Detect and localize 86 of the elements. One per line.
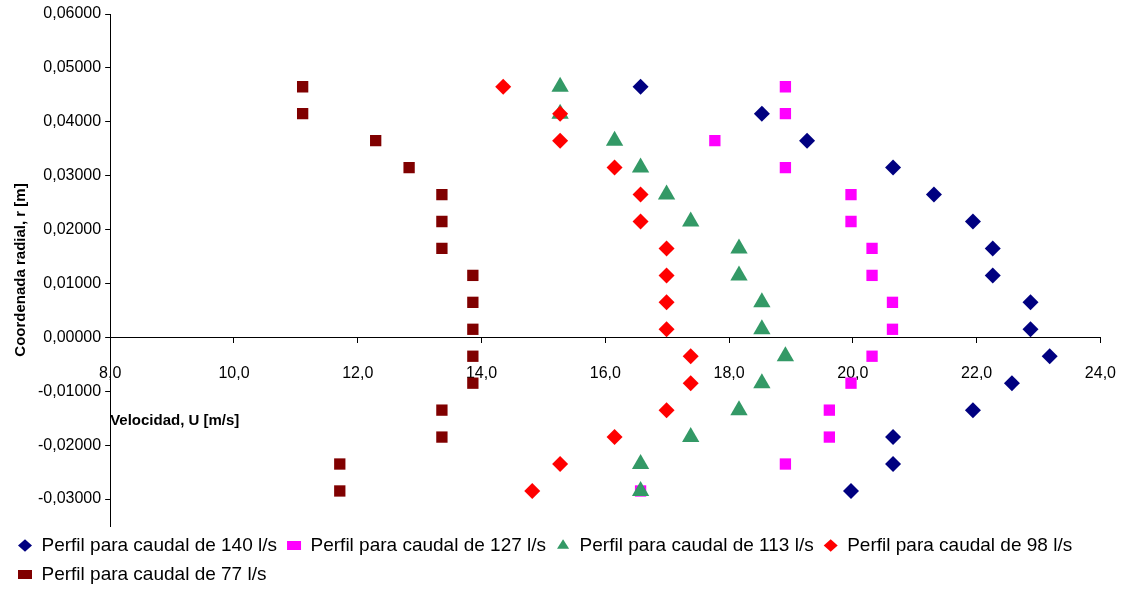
y-tick-label: 0,01000 [43, 273, 102, 291]
point [632, 78, 649, 95]
y-tick-label: 0,00000 [43, 327, 102, 345]
point [779, 458, 792, 470]
y-axis-title: Coordenada radial, r [m] [11, 183, 29, 357]
point [658, 402, 675, 419]
point [845, 188, 857, 201]
y-tick-label: 0,03000 [43, 166, 102, 184]
point [1003, 375, 1020, 392]
x-tick-label: 20,0 [837, 364, 869, 382]
point [1041, 348, 1058, 365]
point [334, 458, 346, 470]
point [964, 213, 981, 230]
point [1022, 294, 1039, 311]
point [552, 132, 569, 149]
point [779, 161, 792, 174]
y-tick-label: 0,04000 [43, 112, 102, 130]
point [886, 323, 899, 335]
point [467, 269, 479, 282]
x-tick-label: 10,0 [218, 364, 250, 382]
point [467, 296, 479, 308]
point [823, 404, 835, 416]
legend-label: Perfil para caudal de 77 l/s [41, 562, 267, 584]
x-tick-label: 22,0 [961, 364, 993, 382]
point [866, 269, 878, 282]
y-tick-label: -0,03000 [37, 489, 102, 507]
y-tick-label: 0,05000 [43, 58, 102, 76]
point [843, 482, 860, 499]
point [709, 135, 721, 147]
point [467, 350, 479, 362]
legend-label: Perfil para caudal de 140 l/s [41, 533, 278, 555]
point [885, 159, 902, 176]
point [296, 81, 309, 93]
x-axis-title: Velocidad, U [m/s] [110, 410, 240, 428]
point [753, 105, 770, 122]
point [658, 240, 675, 257]
point [658, 294, 675, 311]
point [885, 429, 902, 446]
point [632, 213, 649, 230]
point [436, 404, 448, 416]
point [658, 267, 675, 284]
point [984, 240, 1001, 257]
point [682, 375, 699, 392]
point [779, 108, 792, 120]
point [436, 431, 448, 443]
point [606, 159, 623, 176]
point [334, 485, 346, 497]
point [823, 431, 835, 443]
point [682, 348, 699, 365]
point [964, 402, 981, 419]
point [632, 186, 649, 203]
y-tick-label: 0,06000 [43, 4, 102, 22]
x-tick-label: 16,0 [589, 364, 621, 382]
point [886, 296, 899, 308]
y-tick-label: -0,01000 [37, 381, 102, 399]
point [799, 132, 816, 149]
point [403, 161, 415, 174]
point [658, 321, 675, 338]
point [866, 350, 878, 362]
x-tick-label: 18,0 [713, 364, 745, 382]
point [1022, 321, 1039, 338]
point [495, 78, 512, 95]
point [606, 429, 623, 446]
point [524, 482, 541, 499]
x-tick-label: 14,0 [465, 364, 498, 382]
x-tick-label: 24,0 [1084, 364, 1117, 382]
legend-label: Perfil para caudal de 127 l/s [310, 533, 547, 555]
point [925, 186, 942, 203]
point [845, 215, 857, 228]
point [631, 454, 650, 470]
point [436, 242, 448, 255]
point [467, 323, 479, 335]
point [885, 456, 902, 473]
point [552, 456, 569, 473]
point [436, 188, 448, 201]
point [296, 108, 309, 120]
x-tick-label: 12,0 [342, 364, 374, 382]
point [436, 215, 448, 228]
point [866, 242, 878, 255]
legend-label: Perfil para caudal de 113 l/s [579, 533, 814, 555]
y-tick-label: -0,02000 [37, 435, 102, 453]
point [984, 267, 1001, 284]
point [779, 81, 792, 93]
point [370, 135, 382, 147]
y-tick-label: 0,02000 [43, 219, 102, 237]
legend-label: Perfil para caudal de 98 l/s [847, 533, 1073, 555]
